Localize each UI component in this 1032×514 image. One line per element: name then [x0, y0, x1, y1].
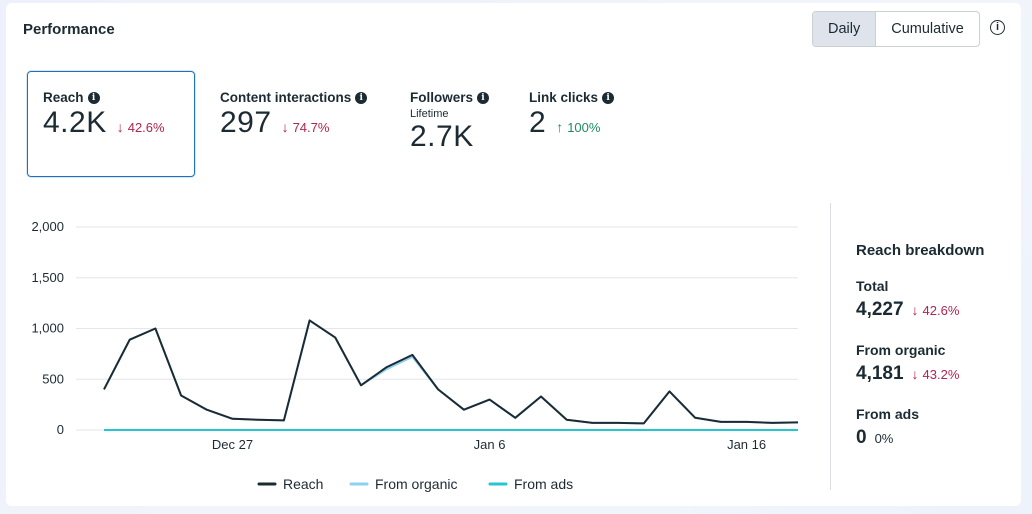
cumulative-toggle-button[interactable]: Cumulative	[875, 12, 979, 46]
legend-label: From ads	[514, 476, 573, 492]
series-line-reach	[103, 319, 799, 425]
metric-value: 2.7K	[410, 120, 474, 153]
section-divider	[830, 203, 831, 490]
arrow-down-icon: ↓	[281, 119, 289, 135]
arrow-down-icon: ↓	[911, 302, 919, 318]
metric-tile-reach[interactable]: Reach i 4.2K ↓ 42.6%	[27, 71, 195, 177]
y-tick-label: 1,500	[31, 270, 64, 285]
breakdown-value: 4,227	[856, 299, 904, 320]
change-indicator: ↓ 74.7%	[282, 119, 330, 135]
x-tick-label: Dec 27	[212, 437, 253, 452]
info-icon[interactable]: i	[477, 91, 490, 104]
breakdown-organic: From organic 4,181 ↓ 43.2%	[856, 342, 959, 385]
change-indicator: ↑ 100%	[556, 119, 600, 135]
legend-label: From organic	[375, 476, 457, 492]
info-icon[interactable]: i	[990, 20, 1005, 35]
metric-value: 4.2K	[43, 106, 107, 139]
breakdown-value: 0	[856, 427, 867, 448]
x-tick-label: Jan 16	[727, 437, 766, 452]
page-title: Performance	[23, 21, 115, 38]
metric-sublabel: Lifetime	[410, 108, 449, 120]
breakdown-title: Reach breakdown	[856, 242, 985, 259]
metric-label: Reach	[43, 90, 84, 105]
y-tick-label: 500	[42, 371, 64, 386]
daily-toggle-button[interactable]: Daily	[813, 12, 876, 46]
metric-value: 2	[529, 106, 547, 139]
reach-line-chart: 2,000 1,500 1,000 500 0 Dec 27 Jan 6 Jan 16 Reac…	[31, 219, 799, 492]
performance-card: Performance Daily Cumulative i Reach i 4.…	[6, 3, 1021, 506]
metric-tile-link-clicks[interactable]: Link clicks i 2 ↑ 100%	[527, 71, 637, 177]
info-icon[interactable]: i	[87, 91, 100, 104]
change-indicator: ↓ 42.6%	[912, 302, 960, 318]
metric-label: Link clicks	[529, 90, 599, 105]
arrow-down-icon: ↓	[911, 366, 919, 382]
info-icon[interactable]: i	[355, 91, 368, 104]
breakdown-label: From ads	[856, 406, 920, 422]
breakdown-total: Total 4,227 ↓ 42.6%	[856, 278, 959, 321]
breakdown-label: From organic	[856, 342, 946, 358]
breakdown-ads: From ads 0 0%	[856, 406, 919, 449]
change-value: 0%	[874, 431, 894, 446]
breakdown-value: 4,181	[856, 363, 904, 384]
change-indicator: ↓ 42.6%	[117, 119, 165, 135]
y-tick-label: 0	[57, 422, 64, 437]
legend-label: Reach	[283, 476, 323, 492]
y-tick-label: 1,000	[31, 321, 64, 336]
series-line-from-organic	[103, 319, 799, 425]
change-value: 100%	[567, 119, 601, 135]
change-value: 43.2%	[922, 366, 960, 382]
change-value: 42.6%	[922, 302, 960, 318]
metric-tile-content-interactions[interactable]: Content interactions i 297 ↓ 74.7%	[218, 71, 388, 177]
metric-label: Followers	[410, 90, 474, 105]
change-value: 42.6%	[127, 119, 165, 135]
view-toggle: Daily Cumulative	[812, 11, 980, 47]
metric-value: 297	[220, 106, 272, 139]
metric-tile-followers[interactable]: Followers i Lifetime 2.7K	[408, 71, 508, 177]
change-value: 74.7%	[292, 119, 330, 135]
x-tick-label: Jan 6	[474, 437, 506, 452]
y-tick-label: 2,000	[31, 219, 64, 234]
arrow-down-icon: ↓	[116, 119, 124, 135]
metric-label: Content interactions	[220, 90, 352, 105]
breakdown-label: Total	[856, 278, 889, 294]
arrow-up-icon: ↑	[556, 119, 564, 135]
change-indicator: ↓ 43.2%	[912, 366, 960, 382]
info-icon[interactable]: i	[602, 91, 615, 104]
